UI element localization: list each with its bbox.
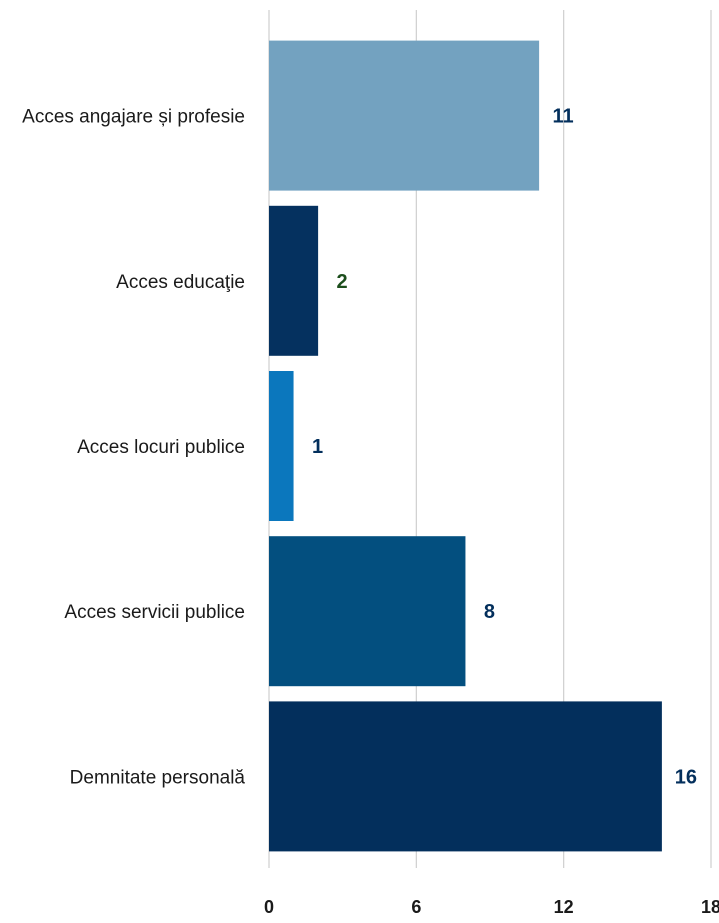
category-label: Demnitate personală [70,767,246,788]
category-labels: Acces angajare și profesie Acces educaţie… [22,107,245,789]
bar [269,371,294,521]
category-label: Acces servicii publice [64,602,245,623]
category-label: Acces locuri publice [77,437,245,458]
bar [269,40,540,191]
category-label: Acces angajare și profesie [22,107,245,128]
value-labels: 11 2 1 8 16 [312,106,697,789]
x-tick-label: 0 [264,897,274,917]
data-label: 1 [312,436,323,458]
data-label: 16 [675,766,697,788]
bar [269,205,319,356]
x-axis-ticks: 0 6 12 18 [264,897,719,917]
category-label: Acces educaţie [116,272,245,293]
bar [269,536,466,687]
x-tick-label: 12 [554,897,574,917]
bar [269,701,662,852]
data-label: 8 [484,601,495,623]
x-tick-label: 18 [701,897,719,917]
data-label: 2 [337,271,348,293]
x-tick-label: 6 [411,897,421,917]
data-label: 11 [553,106,574,128]
bars [269,40,662,852]
